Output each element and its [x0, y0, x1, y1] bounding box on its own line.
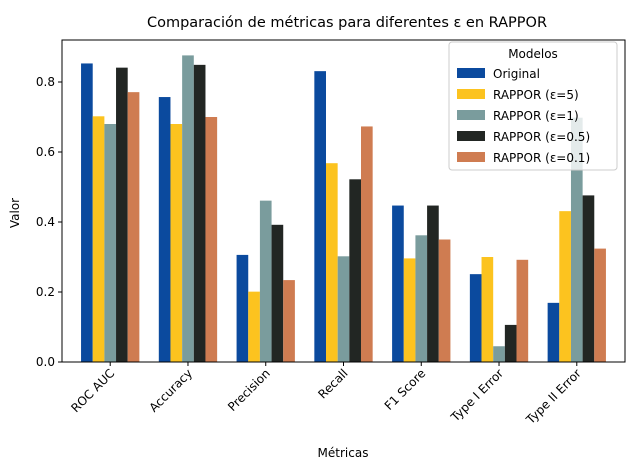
bar-accuracy-rappor-0-1: [205, 117, 218, 362]
bar-roc-auc-rappor-0-5: [116, 67, 128, 363]
x-tick-label-type-i-error: Type I Error: [447, 366, 506, 425]
bars-group: [81, 55, 606, 363]
bar-type-i-error-rappor-1: [493, 346, 505, 362]
bar-recall-rappor-5: [326, 163, 338, 362]
legend-swatch-original: [457, 68, 485, 78]
bar-type-ii-error-rappor-1: [570, 117, 583, 362]
legend-label-rappor-1: RAPPOR (ε=1): [493, 109, 579, 123]
bar-roc-auc-original: [81, 63, 93, 362]
bar-roc-auc-rappor-0-1: [127, 92, 140, 363]
bar-type-ii-error-rappor-0-5: [582, 195, 595, 362]
bar-precision-rappor-0-1: [283, 280, 295, 362]
bar-type-i-error-original: [469, 274, 482, 362]
bar-roc-auc-rappor-5: [92, 116, 105, 362]
x-tick-label-type-ii-error: Type II Error: [523, 366, 584, 427]
x-tick-label-precision: Precision: [225, 366, 273, 414]
bar-type-ii-error-original: [547, 302, 560, 362]
y-axis-title: Valor: [8, 198, 22, 228]
legend-box: [448, 41, 618, 171]
y-tick-label: 0.8: [36, 75, 55, 89]
bar-f1-score-rappor-0-5: [427, 205, 439, 362]
legend-swatch-rappor-1: [457, 110, 485, 120]
legend-title: Modelos: [508, 47, 558, 61]
legend-label-rappor-0-1: RAPPOR (ε=0.1): [493, 151, 590, 165]
y-tick-label: 0.6: [36, 145, 55, 159]
bar-f1-score-rappor-0-1: [438, 239, 451, 362]
bar-f1-score-rappor-1: [415, 235, 428, 362]
legend-swatch-rappor-5: [457, 89, 485, 99]
bar-accuracy-original: [158, 97, 171, 363]
x-tick-label-accuracy: Accuracy: [146, 366, 195, 415]
x-axis-title: Métricas: [318, 446, 369, 460]
x-tick-label-recall: Recall: [315, 366, 350, 401]
x-axis: ROC AUC Accuracy Precision Recall F1 Score Ty…: [68, 362, 584, 427]
legend-swatch-rappor-0-5: [457, 131, 485, 141]
bar-precision-rappor-1: [259, 200, 272, 362]
legend-swatch-rappor-0-1: [457, 152, 485, 162]
legend-label-rappor-0-5: RAPPOR (ε=0.5): [493, 130, 590, 144]
bar-recall-original: [314, 71, 326, 363]
bar-type-i-error-rappor-0-5: [504, 324, 517, 362]
bar-type-ii-error-rappor-5: [559, 211, 571, 362]
bar-recall-rappor-0-1: [361, 126, 373, 362]
bar-precision-rappor-0-5: [271, 224, 284, 362]
legend-label-original: Original: [493, 67, 540, 81]
bar-precision-original: [236, 254, 249, 362]
bar-f1-score-rappor-5: [403, 258, 416, 362]
legend: Modelos Original RAPPOR (ε=5) RAPPOR (ε=1) R…: [448, 41, 618, 171]
bar-accuracy-rappor-0-5: [193, 64, 206, 362]
bar-f1-score-original: [392, 205, 404, 362]
bar-recall-rappor-0-5: [349, 179, 361, 362]
y-tick-label: 0.2: [36, 285, 55, 299]
bar-recall-rappor-1: [337, 256, 350, 362]
bar-precision-rappor-5: [248, 291, 260, 362]
y-tick-label: 0.0: [36, 355, 55, 369]
bar-accuracy-rappor-5: [170, 124, 183, 362]
bar-roc-auc-rappor-1: [104, 124, 117, 362]
y-axis: 0.0 0.2 0.4 0.6 0.8: [36, 75, 62, 369]
bar-accuracy-rappor-1: [182, 55, 194, 363]
bar-type-ii-error-rappor-0-1: [594, 248, 606, 362]
x-tick-label-f1-score: F1 Score: [382, 366, 429, 413]
bar-type-i-error-rappor-5: [481, 257, 494, 362]
y-tick-label: 0.4: [36, 215, 55, 229]
legend-label-rappor-5: RAPPOR (ε=5): [493, 88, 579, 102]
x-tick-label-roc-auc: ROC AUC: [68, 366, 117, 415]
bar-type-i-error-rappor-0-1: [516, 259, 529, 362]
chart-title: Comparación de métricas para diferentes …: [147, 15, 547, 31]
